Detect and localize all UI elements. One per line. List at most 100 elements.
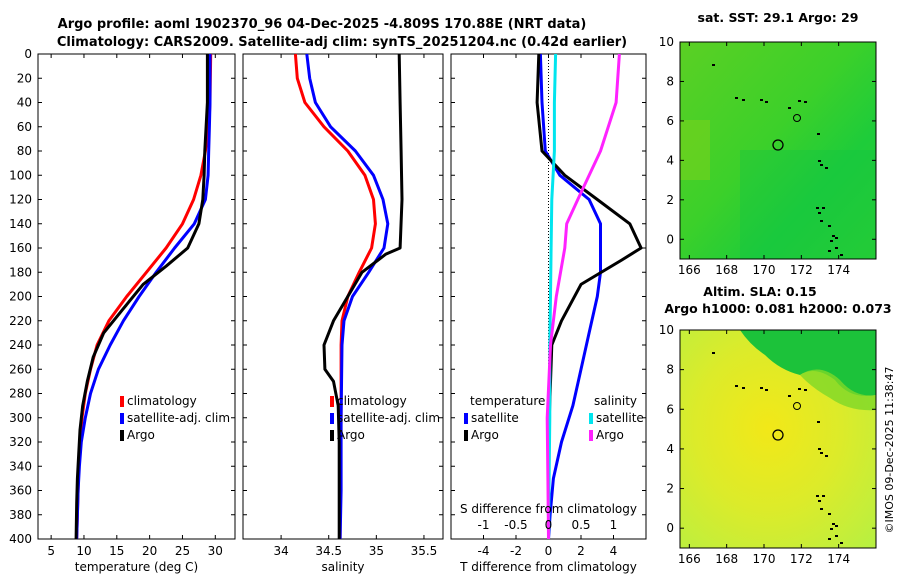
- island-speck: [820, 508, 823, 510]
- legend-label: satellite: [596, 411, 644, 425]
- map-y-tick-label: 4: [666, 442, 674, 456]
- island-speck: [822, 207, 825, 209]
- map-y-tick-label: 10: [659, 323, 674, 337]
- x2-tick-label: 1: [610, 518, 618, 532]
- series-line-satellite-adj-clim: [305, 53, 390, 540]
- x-tick-label: 2: [577, 544, 585, 558]
- legend-swatch: [330, 430, 334, 441]
- legend-label: Argo: [337, 428, 365, 442]
- map-x-tick-label: 170: [753, 552, 776, 566]
- sst-argo-marker: [772, 139, 784, 151]
- x-tick-label: 35: [369, 544, 384, 558]
- island-speck: [760, 387, 763, 389]
- title-line-1: Argo profile: aoml 1902370_96 04-Dec-202…: [58, 17, 587, 32]
- depth-tick-label: 340: [9, 459, 32, 473]
- depth-tick-label: 240: [9, 338, 32, 352]
- x-tick-label: 5: [47, 544, 55, 558]
- copyright-stamp: ©IMOS 09-Dec-2025 11:38:47: [883, 367, 896, 534]
- legend-swatch: [330, 413, 334, 424]
- legend-label: satellite-adj. clim: [127, 411, 230, 425]
- depth-tick-label: 360: [9, 484, 32, 498]
- depth-tick-label: 280: [9, 387, 32, 401]
- map-x-tick-label: 174: [827, 263, 850, 277]
- panel-temp-frame: [37, 53, 236, 540]
- depth-tick-label: 380: [9, 508, 32, 522]
- island-speck: [840, 542, 843, 544]
- island-speck: [820, 220, 823, 222]
- island-speck: [817, 421, 820, 423]
- legend-swatch: [464, 430, 468, 441]
- depth-tick-label: 200: [9, 290, 32, 304]
- map-y-tick-label: 0: [666, 232, 674, 246]
- depth-tick-label: 220: [9, 314, 32, 328]
- island-speck: [835, 237, 838, 239]
- sst-cool-patch: [740, 150, 876, 259]
- sst-warm-patch: [680, 120, 710, 180]
- salinity-panel: 34 34.5 35 35.5 salinity climatology satellite…: [242, 53, 444, 574]
- map-x-tick-label: 168: [715, 552, 738, 566]
- x-axis-label: T difference from climatology: [459, 560, 637, 574]
- island-speck: [825, 455, 828, 457]
- island-speck: [735, 385, 738, 387]
- island-speck: [818, 160, 821, 162]
- map-x-tick-label: 168: [715, 263, 738, 277]
- depth-tick-label: 180: [9, 265, 32, 279]
- legend-label: climatology: [337, 394, 407, 408]
- island-atoll: [793, 402, 801, 410]
- island-speck: [828, 250, 831, 252]
- island-speck: [828, 225, 831, 227]
- map-y-tick-label: 0: [666, 521, 674, 535]
- map-y-tick-label: 10: [659, 35, 674, 49]
- sla-map-title-2: Argo h1000: 0.081 h2000: 0.073: [664, 301, 891, 316]
- x-tick-label: 30: [208, 544, 223, 558]
- island-speck: [742, 387, 745, 389]
- island-speck: [820, 452, 823, 454]
- depth-tick-label: 160: [9, 241, 32, 255]
- sla-axes: 166 168 170 172 174 10 8 6 4 2 0: [659, 323, 876, 566]
- depth-tick-label: 140: [9, 217, 32, 231]
- legend-title-salinity: salinity: [594, 394, 637, 408]
- series-line-argo: [322, 53, 404, 539]
- island-speck: [765, 101, 768, 103]
- island-speck: [825, 167, 828, 169]
- map-x-tick-label: 172: [790, 263, 813, 277]
- legend-swatch: [464, 413, 468, 424]
- island-speck: [822, 495, 825, 497]
- sla-frame: [679, 329, 877, 549]
- island-speck: [816, 207, 819, 209]
- x-tick-label: 20: [142, 544, 157, 558]
- island-speck: [804, 389, 807, 391]
- legend-swatch: [589, 430, 593, 441]
- panel-sal-frame: [242, 53, 444, 540]
- island-speck: [712, 352, 715, 354]
- legend-label: satellite-adj. clim: [337, 411, 440, 425]
- island-speck: [818, 448, 821, 450]
- island-speck: [742, 99, 745, 101]
- sla-map-title-1: Altim. SLA: 0.15: [703, 284, 816, 299]
- map-y-tick-label: 8: [666, 74, 674, 88]
- map-x-tick-label: 172: [790, 552, 813, 566]
- depth-tick-label: 120: [9, 193, 32, 207]
- depth-tick-label: 20: [17, 71, 32, 85]
- legend-title-temperature: temperature: [470, 394, 545, 408]
- x-tick-label: -2: [510, 544, 522, 558]
- x2-tick-label: -0.5: [504, 518, 527, 532]
- map-y-tick-label: 6: [666, 114, 674, 128]
- island-speck: [832, 235, 835, 237]
- island-speck: [828, 538, 831, 540]
- sst-islands: [712, 64, 843, 256]
- depth-tick-label: 300: [9, 411, 32, 425]
- series-line-s-satellite: [547, 53, 558, 540]
- legend-label: Argo: [471, 428, 499, 442]
- island-speck: [788, 395, 791, 397]
- island-speck: [818, 212, 821, 214]
- x-tick-label: 0: [545, 544, 553, 558]
- island-speck: [816, 495, 819, 497]
- sst-axes: 166 168 170 172 174 10 8 6 4 2 0: [659, 35, 876, 277]
- x2-tick-label: 0: [545, 518, 553, 532]
- island-speck: [735, 97, 738, 99]
- x-tick-label: -4: [478, 544, 490, 558]
- island-speck: [835, 535, 838, 537]
- sst-map: sat. SST: 29.1 Argo: 29 166 168 170 172 1741…: [659, 10, 877, 277]
- depth-tick-label: 0: [24, 47, 32, 61]
